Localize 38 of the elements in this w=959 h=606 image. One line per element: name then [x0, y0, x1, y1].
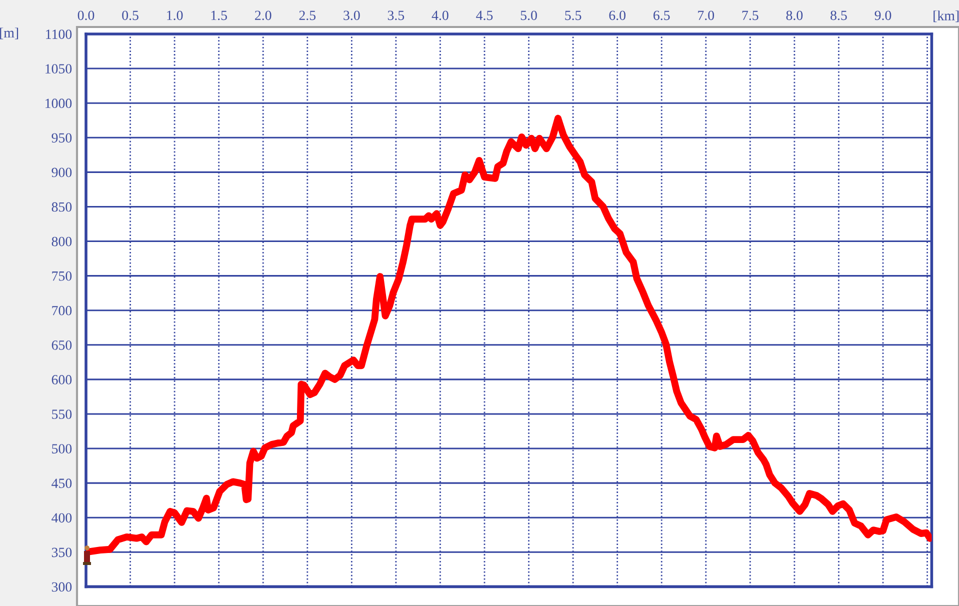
x-tick-label: 7.5	[742, 10, 758, 20]
x-tick-label: 6.5	[654, 10, 670, 20]
y-tick-label: 950	[52, 133, 72, 143]
x-tick-label: 4.0	[432, 10, 448, 20]
y-tick-label: 350	[52, 548, 72, 558]
y-tick-label: 700	[52, 306, 72, 316]
y-tick-label: 850	[52, 202, 72, 212]
y-tick-label: 500	[52, 444, 72, 454]
y-tick-label: 400	[52, 513, 72, 523]
y-tick-label: 450	[52, 478, 72, 488]
y-tick-label: 900	[52, 168, 72, 178]
x-tick-label: 3.5	[388, 10, 404, 20]
x-tick-label: 5.5	[565, 10, 582, 20]
x-tick-label: 8.5	[830, 10, 847, 20]
y-tick-label: 300	[52, 582, 72, 592]
x-tick-label: 0.0	[78, 10, 94, 20]
x-tick-label: 2.0	[255, 10, 272, 20]
y-tick-label: 650	[52, 340, 72, 350]
x-tick-label: 5.0	[520, 10, 537, 20]
y-tick-label: 550	[52, 410, 72, 419]
x-tick-label: 9.0	[874, 10, 892, 20]
y-tick-label: 800	[52, 236, 72, 246]
y-tick-label: 1050	[46, 64, 72, 74]
x-tick-label: 1.5	[211, 10, 227, 20]
x-tick-label: 3.0	[344, 10, 360, 20]
x-tick-label: 0.5	[122, 10, 138, 20]
y-tick-label: 1000	[46, 98, 72, 108]
x-tick-label: 1.0	[167, 10, 183, 20]
x-tick-label: 7.0	[698, 10, 714, 20]
x-tick-label: 4.5	[476, 10, 493, 20]
x-axis-title: [km]	[934, 10, 959, 22]
y-tick-label: 750	[52, 271, 72, 281]
x-tick-label: 2.5	[299, 10, 316, 20]
y-tick-label: 1100	[46, 30, 72, 39]
x-tick-label: 8.0	[786, 10, 803, 20]
x-tick-label: 6.0	[609, 10, 626, 20]
y-tick-label: 600	[52, 375, 72, 384]
y-axis-title: [m]	[0, 28, 18, 40]
